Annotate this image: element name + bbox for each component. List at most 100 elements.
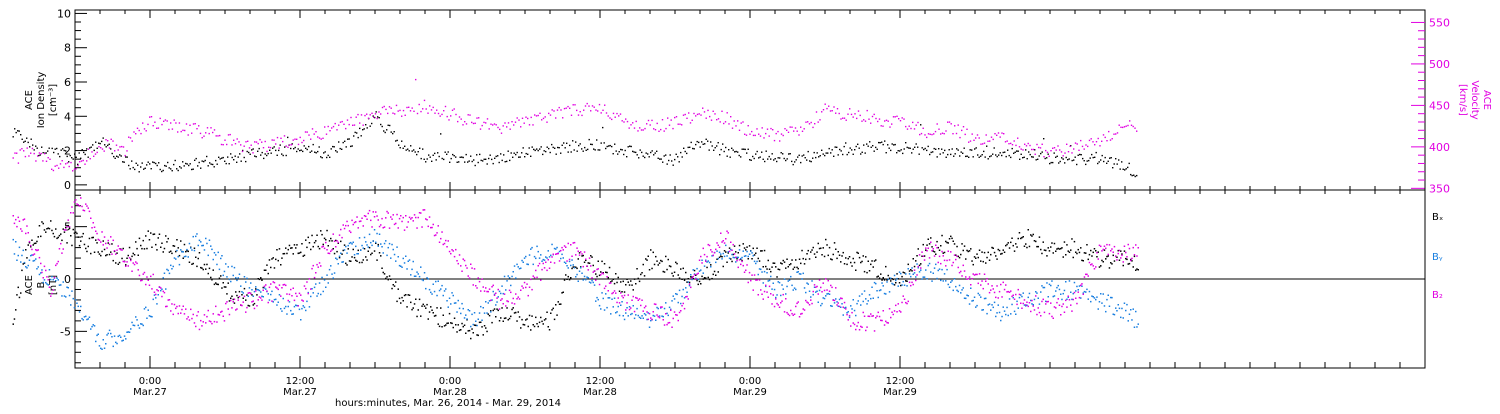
velocity-point (947, 121, 949, 123)
b-bx-point (576, 267, 578, 270)
b-by-point (256, 288, 258, 291)
b-bz-point (877, 311, 879, 314)
b-by-point (680, 302, 682, 305)
velocity-point (464, 121, 466, 123)
b-bx-point (302, 255, 304, 257)
velocity-point (857, 110, 860, 112)
velocity-point (52, 169, 55, 172)
velocity-point (618, 115, 620, 117)
b-by-point (821, 302, 823, 305)
density-point (530, 155, 532, 157)
velocity-point (600, 112, 602, 114)
b-bx-point (701, 275, 703, 278)
b-bz-point (805, 299, 807, 302)
b-bx-point (50, 220, 52, 222)
b-bx-point (487, 313, 489, 315)
b-bz-point (553, 262, 556, 264)
y-left-label: ACE Ion Density [cm⁻³] (24, 72, 59, 129)
density-point (465, 153, 467, 156)
b-bz-point (680, 310, 682, 312)
b-bx-point (401, 296, 403, 299)
b-bz-point (762, 298, 764, 300)
density-point (377, 116, 379, 118)
b-bx-point (440, 307, 442, 309)
b-by-point (833, 302, 836, 304)
b-bx-point (353, 256, 356, 259)
velocity-point (110, 138, 112, 140)
density-point (582, 150, 584, 152)
b-bz-point (441, 231, 443, 233)
b-by-point (460, 312, 462, 315)
b-bz-point (881, 319, 883, 322)
b-by-point (906, 285, 908, 287)
b-by-point (545, 256, 547, 258)
density-point (182, 161, 184, 163)
density-point (752, 155, 754, 158)
b-bx-point (868, 270, 871, 272)
velocity-point (495, 124, 497, 126)
velocity-point (369, 114, 371, 116)
b-bz-point (638, 298, 641, 300)
velocity-point (705, 117, 707, 119)
density-point (173, 163, 175, 166)
b-bz-point (476, 287, 478, 289)
density-point (641, 151, 643, 154)
b-bz-point (387, 212, 389, 214)
density-point (114, 157, 116, 159)
b-bz-point (947, 250, 949, 252)
b-bz-point (33, 253, 36, 255)
density-point (119, 154, 121, 156)
density-point (803, 154, 805, 156)
b-bx-point (955, 254, 957, 256)
density-point (980, 155, 982, 157)
b-by-point (1042, 286, 1044, 289)
density-point (375, 111, 377, 113)
density-point (399, 147, 401, 149)
b-bz-point (313, 276, 316, 279)
b-by-point (68, 294, 71, 297)
b-bz-point (918, 254, 921, 256)
b-by-point (1113, 313, 1116, 316)
density-point (344, 140, 346, 142)
velocity-point (766, 128, 769, 130)
b-bx-point (605, 271, 607, 273)
b-bz-point (271, 300, 273, 302)
b-bz-point (1018, 293, 1021, 296)
b-bx-point (1060, 247, 1062, 250)
density-point (959, 155, 961, 157)
b-by-point (191, 249, 193, 251)
b-bz-point (142, 273, 144, 275)
b-by-point (1060, 293, 1062, 295)
velocity-point (752, 134, 755, 137)
density-point (651, 150, 653, 152)
b-bx-point (656, 260, 658, 262)
b-by-point (18, 246, 21, 249)
b-bx-point (1058, 248, 1061, 250)
b-by-point (1085, 291, 1087, 293)
density-point (564, 147, 566, 149)
b-bx-point (755, 252, 757, 254)
velocity-point (1001, 132, 1003, 134)
velocity-point (219, 134, 221, 137)
b-by-point (721, 258, 723, 260)
b-by-point (658, 315, 661, 317)
velocity-point (415, 78, 417, 81)
b-bz-point (292, 287, 294, 289)
velocity-point (500, 132, 503, 134)
b-by-point (578, 270, 581, 272)
b-bx-point (296, 244, 298, 246)
velocity-point (835, 112, 837, 114)
velocity-point (1059, 149, 1061, 151)
density-point (117, 156, 119, 158)
b-bx-point (760, 250, 762, 252)
b-bz-point (145, 283, 147, 286)
b-bz-point (502, 303, 504, 305)
density-point (413, 149, 415, 151)
b-by-point (178, 263, 181, 266)
b-by-point (640, 317, 642, 319)
b-by-point (725, 244, 727, 247)
b-bx-point (150, 232, 152, 234)
b-bz-point (446, 246, 448, 248)
b-bz-point (540, 279, 542, 281)
b-by-point (423, 272, 426, 274)
